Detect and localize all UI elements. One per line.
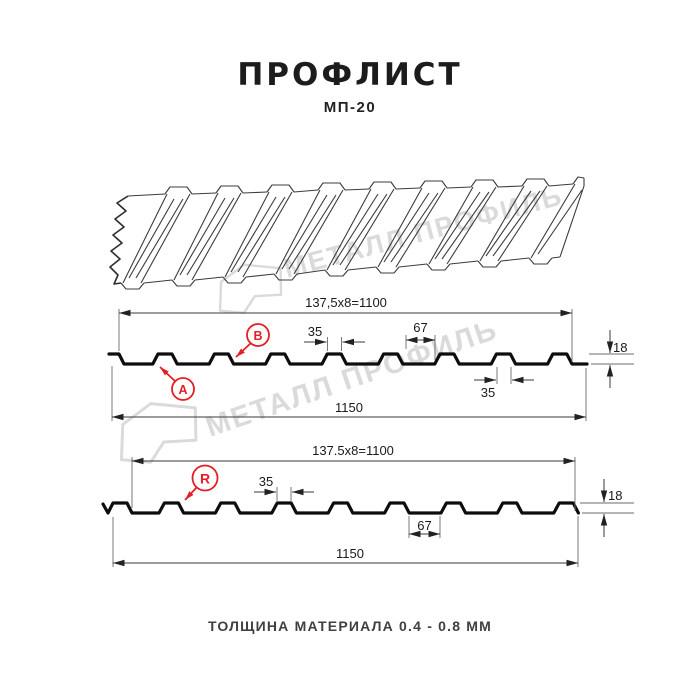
svg-text:67: 67 <box>417 518 431 533</box>
svg-text:35: 35 <box>308 324 322 339</box>
svg-text:35: 35 <box>481 385 495 400</box>
svg-text:18: 18 <box>608 488 622 503</box>
dim-width-formula: 137,5x8=1100 <box>118 295 573 362</box>
dim-rib-base-gap: 67 <box>408 516 441 538</box>
svg-text:1150: 1150 <box>335 400 363 415</box>
profile-outline <box>107 352 589 366</box>
label-a-marker: A <box>159 366 195 401</box>
page-subtitle: МП-20 <box>323 99 377 116</box>
svg-text:B: B <box>253 329 262 343</box>
profile-section-top: 137,5x8=1100 35 67 <box>107 295 634 421</box>
dim-rib-top-width: 35 <box>254 474 314 501</box>
watermark-logo-icon <box>120 402 198 464</box>
dim-rib-top-width-below: 35 <box>474 367 534 400</box>
svg-text:35: 35 <box>259 474 273 489</box>
svg-text:R: R <box>200 471 210 487</box>
material-thickness-note: ТОЛЩИНА МАТЕРИАЛА 0.4 - 0.8 ММ <box>207 618 493 634</box>
svg-text:A: A <box>178 383 187 397</box>
dim-overall-width: 1150 <box>111 366 587 421</box>
dim-profile-height: 18 <box>580 479 634 537</box>
label-r-marker: R <box>184 464 219 501</box>
dim-rib-base-gap: 67 <box>405 320 436 360</box>
sheet-3d-drawing <box>109 176 585 290</box>
svg-text:137,5x8=1100: 137,5x8=1100 <box>305 295 387 310</box>
watermark: МЕТАЛЛ ПРОФИЛЬ МЕТАЛЛ ПРОФИЛЬ <box>120 180 566 464</box>
profile-outline <box>101 501 580 515</box>
watermark-logo-icon <box>218 263 283 314</box>
dim-overall-width: 1150 <box>112 516 579 567</box>
dim-profile-height: 18 <box>589 330 634 388</box>
dim-width-formula: 137.5x8=1100 <box>131 443 576 511</box>
page-title: ПРОФЛИСТ <box>237 57 463 93</box>
profile-section-bottom: 137.5x8=1100 35 67 <box>101 443 634 567</box>
svg-text:1150: 1150 <box>336 546 364 561</box>
svg-text:137.5x8=1100: 137.5x8=1100 <box>312 443 394 458</box>
svg-text:18: 18 <box>613 340 627 355</box>
svg-text:67: 67 <box>413 320 427 335</box>
dim-rib-top-width: 35 <box>304 324 365 351</box>
label-b-marker: B <box>235 323 270 358</box>
watermark-text: МЕТАЛЛ ПРОФИЛЬ <box>281 180 566 283</box>
